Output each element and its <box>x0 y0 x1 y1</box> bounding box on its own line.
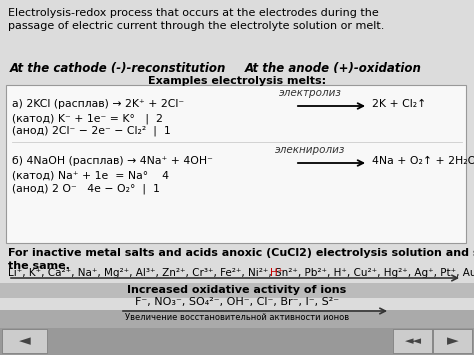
Text: а) 2KCl (расплав) → 2K⁺ + 2Cl⁻: а) 2KCl (расплав) → 2K⁺ + 2Cl⁻ <box>12 99 184 109</box>
Text: At the cathode (-)-reconstitution: At the cathode (-)-reconstitution <box>10 62 227 75</box>
Text: (катод) Na⁺ + 1e  = Na°    4: (катод) Na⁺ + 1e = Na° 4 <box>12 170 169 180</box>
Text: At the anode (+)-oxidation: At the anode (+)-oxidation <box>245 62 422 75</box>
FancyBboxPatch shape <box>6 85 466 243</box>
Text: Electrolysis-redox process that occurs at the electrodes during the
passage of e: Electrolysis-redox process that occurs a… <box>8 8 384 31</box>
FancyBboxPatch shape <box>2 328 47 353</box>
Text: ◄◄: ◄◄ <box>404 336 421 346</box>
Text: Increased oxidative activity of ions: Increased oxidative activity of ions <box>128 285 346 295</box>
Text: For inactive metal salts and acids anoxic (CuCl2) electrolysis solution and salt: For inactive metal salts and acids anoxi… <box>8 248 474 271</box>
Bar <box>0 310 474 355</box>
FancyBboxPatch shape <box>434 328 473 353</box>
Text: Examples electrolysis melts:: Examples electrolysis melts: <box>148 76 326 86</box>
Text: H⁺: H⁺ <box>270 268 283 278</box>
Text: Li⁺, K⁺, Ca²⁺, Na⁺, Mg²⁺, Al³⁺, Zn²⁺, Cr³⁺, Fe²⁺, Ni²⁺, Sn²⁺, Pb²⁺, H⁺, Cu²⁺, Hg: Li⁺, K⁺, Ca²⁺, Na⁺, Mg²⁺, Al³⁺, Zn²⁺, Cr… <box>8 268 474 278</box>
FancyBboxPatch shape <box>393 328 432 353</box>
Bar <box>0 283 474 298</box>
Text: ►: ► <box>447 333 459 349</box>
Text: б) 4NaOH (расплав) → 4Na⁺ + 4OH⁻: б) 4NaOH (расплав) → 4Na⁺ + 4OH⁻ <box>12 156 213 166</box>
Text: Увеличение восстановительной активности ионов: Увеличение восстановительной активности … <box>125 313 349 322</box>
Text: 2K + Cl₂↑: 2K + Cl₂↑ <box>372 99 426 109</box>
Text: элекниролиз: элекниролиз <box>275 145 345 155</box>
Text: (катод) K⁻ + 1e⁻ = K°   |  2: (катод) K⁻ + 1e⁻ = K° | 2 <box>12 113 163 124</box>
Bar <box>0 328 474 355</box>
Text: электролиз: электролиз <box>279 88 341 98</box>
Text: 4Na + O₂↑ + 2H₂O: 4Na + O₂↑ + 2H₂O <box>372 156 474 166</box>
Bar <box>0 0 474 310</box>
Text: (анод) 2Cl⁻ − 2e⁻ − Cl₂²  |  1: (анод) 2Cl⁻ − 2e⁻ − Cl₂² | 1 <box>12 126 171 137</box>
Text: ◄: ◄ <box>19 333 31 349</box>
Text: (анод) 2 O⁻   4e − O₂°  |  1: (анод) 2 O⁻ 4e − O₂° | 1 <box>12 183 160 193</box>
Text: F⁻, NO₃⁻, SO₄²⁻, OH⁻, Cl⁻, Br⁻, I⁻, S²⁻: F⁻, NO₃⁻, SO₄²⁻, OH⁻, Cl⁻, Br⁻, I⁻, S²⁻ <box>135 297 339 307</box>
